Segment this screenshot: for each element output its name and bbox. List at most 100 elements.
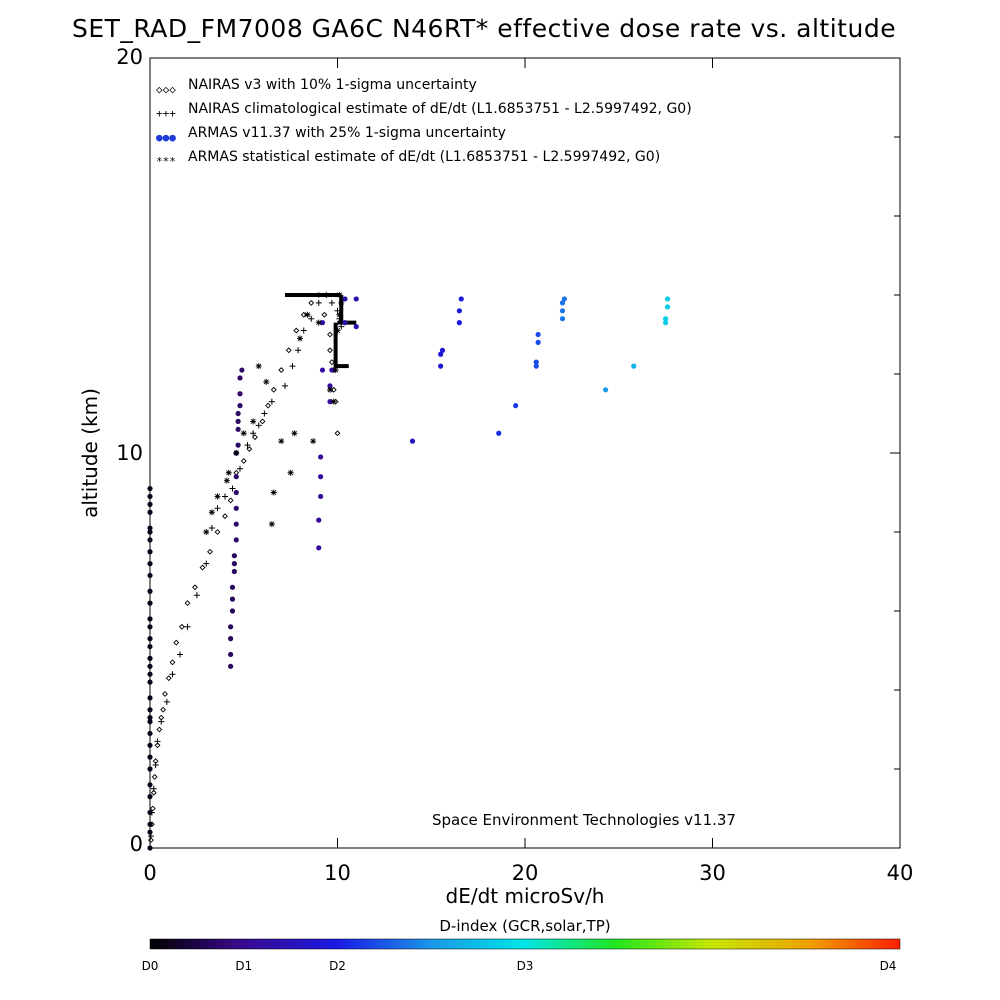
armas-stat-point xyxy=(278,438,285,445)
armas-stat-point xyxy=(287,469,294,476)
nairas-point xyxy=(207,548,213,555)
armas-point xyxy=(559,308,566,314)
armas-point xyxy=(353,296,359,302)
chart-title: SET_RAD_FM7008 GA6C N46RT* effective dos… xyxy=(72,14,896,43)
armas-point xyxy=(228,624,234,630)
armas-point xyxy=(147,525,153,531)
armas-point xyxy=(456,320,462,326)
x-tick-label-40: 40 xyxy=(887,861,914,885)
armas-point xyxy=(535,331,541,338)
armas-point xyxy=(147,616,153,622)
nairas-point xyxy=(327,331,333,338)
armas-point xyxy=(147,679,153,685)
nairas-clim-point xyxy=(295,347,302,354)
nairas-point xyxy=(156,726,163,733)
armas-stat-point xyxy=(263,378,270,385)
armas-point xyxy=(342,320,348,326)
armas-stat-point xyxy=(208,509,215,516)
legend-label-nairas-clim: NAIRAS climatological estimate of dE/dt … xyxy=(188,101,692,117)
armas-stat-point xyxy=(297,335,303,342)
credit-text: Space Environment Technologies v11.37 xyxy=(432,811,736,829)
nairas-clim-point xyxy=(261,410,268,417)
x-tick-label-20: 20 xyxy=(512,861,539,885)
nairas-point xyxy=(308,299,315,306)
nairas-point xyxy=(252,434,258,441)
armas-stat-point xyxy=(334,327,341,334)
nairas-clim-point xyxy=(323,292,330,298)
armas-point xyxy=(353,324,359,330)
armas-point xyxy=(438,363,444,369)
nairas-point xyxy=(246,446,253,452)
armas-point xyxy=(147,501,153,507)
nairas-point xyxy=(328,359,335,366)
armas-stat-point xyxy=(233,450,240,456)
colorbar-label-d4: D4 xyxy=(880,959,897,973)
legend-label-armas-stat: ARMAS statistical estimate of dE/dt (L1.… xyxy=(188,149,660,165)
nairas-point xyxy=(148,837,154,844)
armas-point xyxy=(147,754,153,760)
nairas-clim-point xyxy=(154,738,161,745)
armas-point xyxy=(147,572,153,579)
nairas-point xyxy=(227,497,234,504)
nairas-point xyxy=(151,773,158,780)
armas-point xyxy=(147,695,153,701)
armas-stat-point xyxy=(315,319,322,326)
armas-point xyxy=(559,316,566,322)
armas-point xyxy=(561,296,567,302)
armas-stat-point xyxy=(225,469,232,476)
armas-point xyxy=(147,730,153,737)
armas-point xyxy=(147,561,153,567)
armas-point xyxy=(603,387,609,393)
nairas-point xyxy=(285,347,292,354)
armas-stat-point xyxy=(330,398,337,405)
nairas-point xyxy=(165,675,172,682)
armas-point xyxy=(319,367,326,373)
armas-point xyxy=(147,537,153,543)
armas-point xyxy=(228,651,234,658)
nairas-clim-point xyxy=(300,327,307,334)
data-points xyxy=(147,292,671,851)
armas-point xyxy=(409,438,416,444)
armas-point xyxy=(147,485,153,492)
nairas-clim-point xyxy=(222,493,228,500)
armas-stat-point xyxy=(332,367,339,374)
nairas-point xyxy=(199,564,206,571)
armas-point xyxy=(147,766,153,772)
legend-symbol-nairas-clim: +++ xyxy=(156,107,176,120)
armas-point xyxy=(456,308,462,314)
nairas-point xyxy=(300,311,307,318)
nairas-clim-point xyxy=(255,422,262,429)
armas-point xyxy=(147,493,153,500)
nairas-point xyxy=(293,327,300,334)
nairas-point xyxy=(214,529,221,535)
nairas-clim-point xyxy=(150,785,157,792)
legend-symbol-armas: ●●● xyxy=(156,131,176,144)
nairas-point xyxy=(327,347,333,354)
armas-point xyxy=(318,454,324,460)
armas-point xyxy=(316,545,322,551)
legend-label-nairas: NAIRAS v3 with 10% 1-sigma uncertainty xyxy=(188,77,477,93)
armas-point xyxy=(147,643,153,650)
nairas-point xyxy=(184,600,191,607)
plot-frame xyxy=(149,57,901,849)
armas-point xyxy=(318,493,324,500)
armas-point xyxy=(327,383,333,389)
armas-point xyxy=(147,809,153,816)
armas-stat-point xyxy=(250,418,257,425)
armas-point xyxy=(147,671,153,677)
nairas-clim-point xyxy=(244,442,251,449)
y-tick-label-0: 0 xyxy=(130,832,143,856)
nairas-clim-point xyxy=(177,651,183,658)
nairas-bold-lines xyxy=(285,293,357,369)
y-tick-label-10: 10 xyxy=(116,441,143,465)
y-axis-label: altitude (km) xyxy=(78,388,102,518)
nairas-point xyxy=(330,386,337,393)
legend-symbol-nairas: ◇◇◇ xyxy=(156,83,176,96)
armas-point xyxy=(239,367,245,373)
armas-point xyxy=(147,655,153,662)
armas-stat-point xyxy=(223,477,230,484)
colorbar-label-d1: D1 xyxy=(235,959,252,973)
armas-point xyxy=(235,418,241,424)
armas-point xyxy=(327,399,333,405)
armas-point xyxy=(235,410,241,417)
